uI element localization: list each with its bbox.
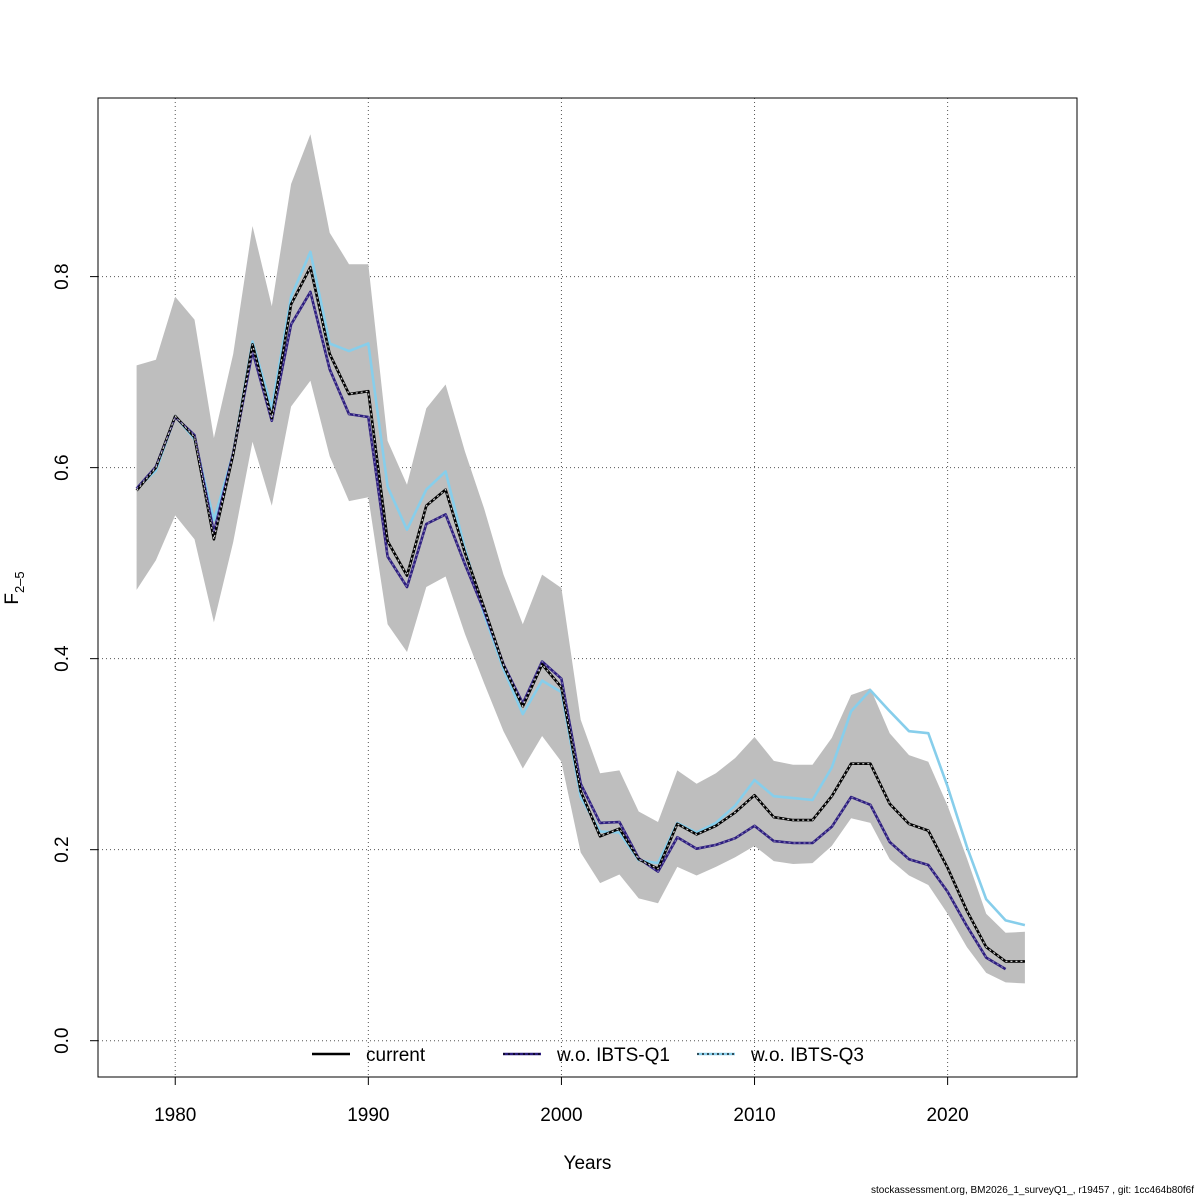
confidence-band (136, 134, 1025, 984)
legend-label-2: w.o. IBTS-Q3 (750, 1045, 864, 1066)
x-axis-title: Years (564, 1153, 612, 1174)
x-tick-label-4: 2020 (926, 1105, 968, 1126)
x-tick-label-0: 1980 (154, 1105, 196, 1126)
y-axis-title: F2–5 (2, 571, 27, 604)
y-axis-title-base: F (2, 593, 23, 605)
y-tick-label-2: 0.4 (52, 645, 73, 672)
y-axis: 0.0 0.2 0.4 0.6 0.8 (52, 263, 98, 1054)
y-tick-label-1: 0.2 (52, 836, 73, 862)
legend-label-0: current (366, 1045, 426, 1066)
y-tick-label-3: 0.6 (52, 454, 73, 480)
grid-lines (98, 98, 1077, 1077)
x-tick-label-2: 2000 (540, 1105, 582, 1126)
series-line-current (135, 265, 1025, 963)
x-tick-label-1: 1990 (347, 1105, 389, 1126)
y-tick-label-0: 0.0 (52, 1027, 73, 1053)
legend-label-1: w.o. IBTS-Q1 (556, 1045, 670, 1066)
series-lines (135, 250, 1026, 971)
series-overlay-w-o-ibts-q1 (136, 290, 1006, 970)
footer-credit: stockassessment.org, BM2026_1_surveyQ1_,… (871, 1185, 1194, 1196)
x-tick-label-3: 2010 (733, 1105, 775, 1126)
plot-frame (97, 97, 1078, 1078)
x-axis: 1980 1990 2000 2010 2020 (154, 1076, 969, 1126)
y-tick-label-4: 0.8 (52, 263, 73, 289)
legend: current w.o. IBTS-Q1 w.o. IBTS-Q3 (312, 1045, 864, 1066)
y-axis-title-subscript: 2–5 (12, 571, 27, 593)
series-line-w-o-ibts-q3 (135, 250, 1026, 927)
